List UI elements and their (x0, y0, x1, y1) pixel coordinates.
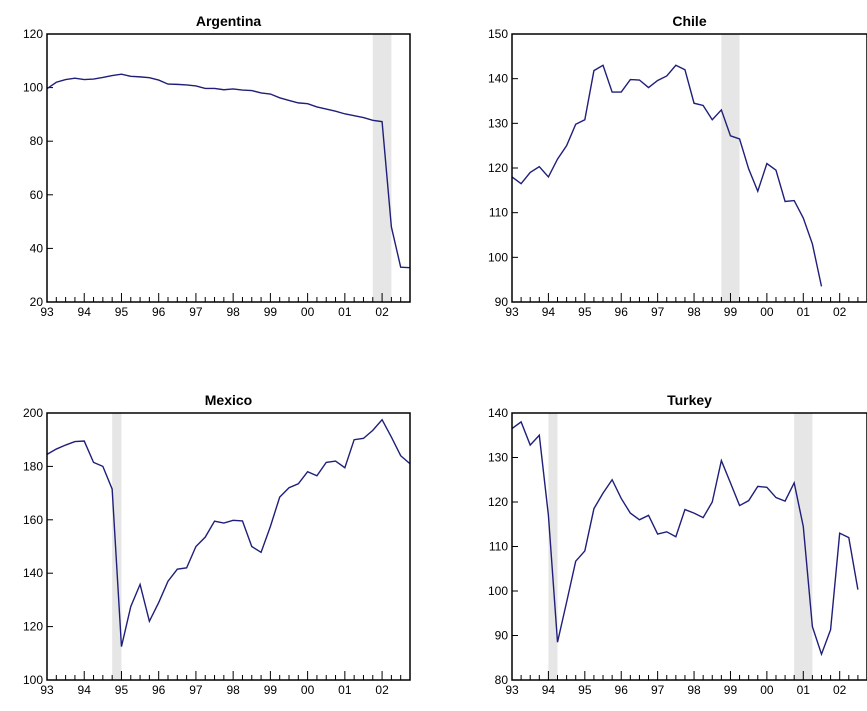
turkey-x-tick-label-0: 93 (505, 683, 519, 697)
panel-chile: 90 100 110 120 130 140 150 93 94 95 96 97 98 99 00 01 02… (488, 13, 867, 319)
mexico-x-tick-label-2: 95 (115, 683, 129, 697)
chile-y-tick-label-1: 100 (488, 250, 508, 264)
turkey-x-tick-label-4: 97 (651, 683, 665, 697)
argentina-x-tick-label-4: 97 (189, 305, 203, 319)
mexico-series-line (46, 418, 411, 647)
turkey-y-tick-label-1: 90 (495, 629, 509, 643)
mexico-x-tick-label-4: 97 (189, 683, 203, 697)
turkey-title: Turkey (667, 392, 712, 408)
chile-series-line (511, 64, 823, 287)
argentina-series-line (46, 73, 411, 269)
turkey-y-tick-label-4: 120 (488, 495, 508, 509)
mexico-y-tick-label-3: 160 (23, 513, 43, 527)
mexico-y-tick-label-4: 180 (23, 459, 43, 473)
turkey-series-line (511, 420, 859, 657)
argentina-x-tick-label-2: 95 (115, 305, 129, 319)
turkey-x-tick-label-5: 98 (687, 683, 701, 697)
chile-x-tick-label-1: 94 (542, 305, 556, 319)
mexico-y-tick-label-5: 200 (23, 406, 43, 420)
turkey-x-tick-label-1: 94 (542, 683, 556, 697)
mexico-x-tick-label-6: 99 (264, 683, 278, 697)
argentina-y-tick-label-4: 100 (23, 81, 43, 95)
argentina-x-tick-label-9: 02 (375, 305, 389, 319)
chile-x-tick-label-7: 00 (760, 305, 774, 319)
turkey-x-tick-label-6: 99 (724, 683, 738, 697)
chile-x-tick-label-6: 99 (724, 305, 738, 319)
argentina-x-tick-label-6: 99 (264, 305, 278, 319)
chile-x-tick-label-3: 96 (615, 305, 629, 319)
argentina-plot-frame (46, 33, 411, 303)
turkey-x-tick-label-9: 02 (833, 683, 847, 697)
argentina-x-tick-label-0: 93 (40, 305, 54, 319)
mexico-y-tick-label-1: 120 (23, 620, 43, 634)
mexico-x-tick-label-7: 00 (301, 683, 315, 697)
turkey-shaded-band-0 (548, 413, 558, 680)
argentina-y-tick-label-1: 40 (30, 241, 44, 255)
chile-shaded-band-0 (721, 34, 740, 302)
turkey-y-tick-label-5: 130 (488, 451, 508, 465)
chile-title: Chile (672, 13, 706, 29)
turkey-x-tick-label-7: 00 (760, 683, 774, 697)
mexico-y-tick-label-2: 140 (23, 566, 43, 580)
argentina-title: Argentina (196, 13, 262, 29)
argentina-y-tick-label-0: 20 (30, 295, 44, 309)
argentina-y-tick-label-2: 60 (30, 188, 44, 202)
chile-y-tick-label-5: 140 (488, 72, 508, 86)
chile-x-tick-label-4: 97 (651, 305, 665, 319)
chile-x-tick-label-2: 95 (578, 305, 592, 319)
argentina-x-tick-label-7: 00 (301, 305, 315, 319)
argentina-y-tick-label-5: 120 (23, 27, 43, 41)
chile-y-tick-label-3: 120 (488, 161, 508, 175)
chile-plot-frame (511, 33, 867, 303)
chile-y-tick-label-4: 130 (488, 116, 508, 130)
mexico-x-tick-label-3: 96 (152, 683, 166, 697)
mexico-plot-frame (46, 412, 411, 681)
mexico-y-tick-label-0: 100 (23, 673, 43, 687)
chile-y-tick-label-2: 110 (489, 206, 508, 220)
turkey-shaded-band-1 (794, 413, 813, 680)
turkey-plot-frame (511, 412, 867, 681)
argentina-x-tick-label-3: 96 (152, 305, 166, 319)
argentina-shaded-band-0 (372, 34, 392, 302)
turkey-x-tick-label-2: 95 (578, 683, 592, 697)
argentina-y-tick-label-3: 80 (30, 134, 44, 148)
turkey-y-tick-label-2: 100 (488, 584, 508, 598)
chile-x-tick-label-8: 01 (797, 305, 811, 319)
turkey-y-tick-label-0: 80 (495, 673, 509, 687)
argentina-x-tick-label-8: 01 (338, 305, 352, 319)
panel-mexico: 100 120 140 160 180 200 93 94 95 96 97 98 99 00 01 02 M… (23, 392, 411, 697)
argentina-x-tick-label-5: 98 (226, 305, 240, 319)
mexico-x-tick-label-8: 01 (338, 683, 352, 697)
argentina-x-tick-label-1: 94 (78, 305, 92, 319)
chile-x-tick-label-9: 02 (833, 305, 847, 319)
turkey-y-tick-label-3: 110 (489, 540, 508, 554)
mexico-x-tick-label-0: 93 (40, 683, 54, 697)
panel-argentina: 20 40 60 80 100 120 93 94 95 96 97 98 99 00 01 02 Argen… (23, 13, 411, 319)
mexico-x-tick-label-9: 02 (375, 683, 389, 697)
turkey-x-tick-label-8: 01 (797, 683, 811, 697)
turkey-y-tick-label-6: 140 (488, 406, 508, 420)
mexico-x-tick-label-1: 94 (78, 683, 92, 697)
chile-x-tick-label-0: 93 (505, 305, 519, 319)
turkey-x-tick-label-3: 96 (615, 683, 629, 697)
mexico-title: Mexico (205, 392, 252, 408)
mexico-shaded-band-0 (112, 413, 122, 680)
chile-y-tick-label-6: 150 (488, 27, 508, 41)
mexico-x-tick-label-5: 98 (226, 683, 240, 697)
chile-y-tick-label-0: 90 (495, 295, 509, 309)
chile-x-tick-label-5: 98 (687, 305, 701, 319)
